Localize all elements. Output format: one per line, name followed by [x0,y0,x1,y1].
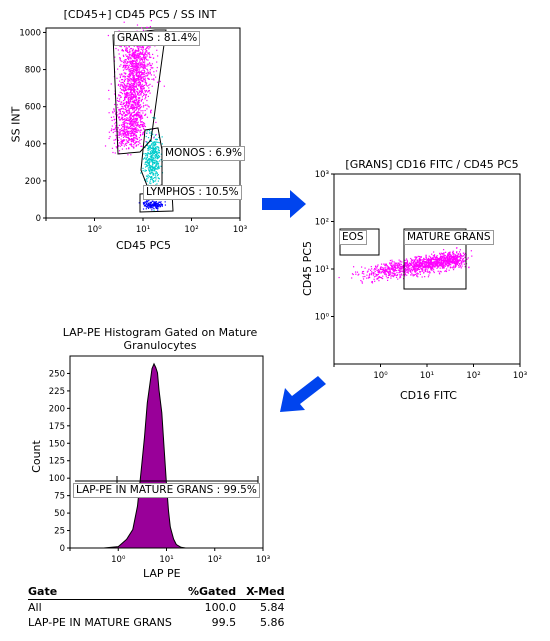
plot1-ytick-label: 1000 [19,28,41,38]
gate-label-grans: GRANS : 81.4% [114,31,201,46]
plot2-title: [GRANS] CD16 FITC / CD45 PC5 [345,158,519,171]
stats-cell-gated: 99.5 [211,616,237,629]
plot1-dots-lymphos [138,197,167,211]
plot1-ytick-label: 0 [36,214,41,224]
plot2-gate-mature-grans [403,228,467,290]
stats-header-gate: Gate [28,584,178,600]
stats-header-gated: %Gated [178,584,237,600]
plot3-title: LAP-PE Histogram Gated on Mature Granulo… [62,326,258,352]
plot3-xlabel: LAP PE [143,567,181,580]
plot3-ytick-label: 100 [49,474,65,484]
gate-label-lap-pe: LAP-PE IN MATURE GRANS : 99.5% [73,483,260,498]
table-row: All 100.0 5.84 [28,600,285,616]
stats-table: Gate %Gated X-Med All 100.0 5.84 LAP-PE … [28,584,285,630]
plot3-ytick-label: 50 [54,509,65,519]
gate-label-monos: MONOS : 6.9% [162,146,245,161]
plot1-ytick-label: 600 [25,103,41,113]
plot3-xtick-label: 10¹ [159,555,173,565]
plot1-ytick-label: 800 [25,66,41,76]
plot3-ytick-label: 225 [49,387,65,397]
plot3-xtick-label: 10² [208,555,222,565]
plot2-xtick-label: 10² [466,371,480,381]
plot3-histogram [103,362,186,549]
plot1-xlabel: CD45 PC5 [116,239,171,252]
plot2-ytick-label: 10⁰ [315,313,330,323]
plot1-xtick-label: 10⁰ [87,225,102,235]
plot1-title: [CD45+] CD45 PC5 / SS INT [63,8,217,21]
plot3-ytick-label: 75 [54,492,65,502]
plot2-xtick-label: 10⁰ [373,371,388,381]
plot2-ytick-label: 10¹ [315,265,329,275]
plot2-frame [333,173,521,365]
plot2-xtick-label: 10¹ [420,371,434,381]
plot1-dots-grans [104,20,165,156]
gate-label-lymphos: LYMPHOS : 10.5% [143,185,242,200]
stats-cell-gated: 100.0 [204,601,237,614]
plot2-xtick-label: 10³ [513,371,527,381]
plot1-xtick-label: 10³ [233,225,247,235]
plot2-ytick-label: 10² [315,218,329,228]
plot2-dots-grans [338,247,473,284]
plot1-ytick-label: 200 [25,177,41,187]
stats-cell-xmed: 5.86 [260,616,285,629]
plot3-ytick-label: 200 [49,404,65,414]
plot1-xtick-label: 10¹ [136,225,150,235]
plot2-xlabel: CD16 FITC [400,389,457,402]
gate-label-mature-grans: MATURE GRANS [404,230,494,245]
plot1-gate-grans [112,29,167,155]
plot3-xtick-label: 10³ [256,555,270,565]
plot1-xtick-label: 10² [184,225,198,235]
plot3-ytick-label: 250 [49,369,65,379]
gate-label-eos: EOS [339,230,367,245]
plot3-ytick-label: 150 [49,439,65,449]
table-row: LAP-PE IN MATURE GRANS 99.5 5.86 [28,615,285,630]
plot3-ytick-label: 175 [49,422,65,432]
stats-header-row: Gate %Gated X-Med [28,584,285,600]
stats-cell-gate: LAP-PE IN MATURE GRANS [28,616,172,629]
arrow-right-icon [262,190,306,218]
plot3-ytick-label: 25 [54,527,65,537]
plot3-ytick-label: 0 [60,544,65,554]
plot3-ytick-label: 125 [49,457,65,467]
plot1-ytick-label: 400 [25,140,41,150]
plot2-ytick-label: 10³ [315,170,329,180]
arrow-down-left-icon [280,376,326,412]
plot3-xtick-label: 10⁰ [111,555,126,565]
stats-cell-xmed: 5.84 [260,601,285,614]
stats-header-xmed: X-Med [236,584,285,600]
stats-cell-gate: All [28,601,42,614]
